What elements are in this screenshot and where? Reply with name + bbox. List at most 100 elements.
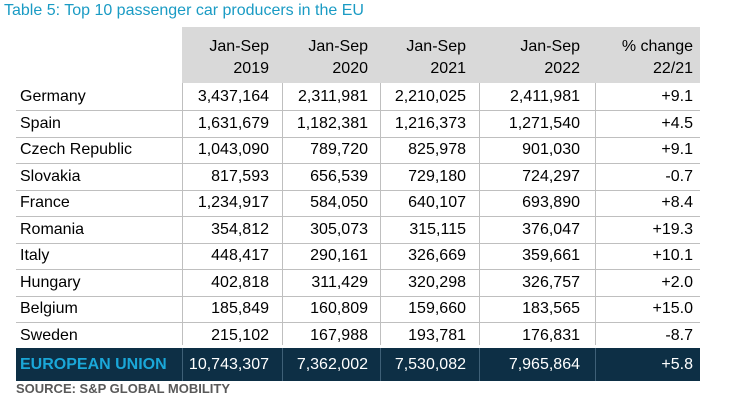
table-cell: 159,660	[408, 300, 466, 317]
country-name: Slovakia	[20, 167, 81, 185]
country-name: Belgium	[20, 300, 78, 317]
table-cell: 359,661	[522, 247, 580, 264]
table-cell: +15.0	[652, 300, 693, 317]
country-name: Spain	[20, 114, 61, 132]
table-cell: +9.1	[661, 141, 693, 158]
column-header-line2: 2021	[430, 60, 466, 77]
table-row: France 1,234,917 584,050 640,107 693,890 +8.4	[16, 190, 700, 217]
table-cell: 825,978	[408, 141, 466, 158]
total-cell: 7,362,002	[296, 356, 368, 373]
table-cell: 901,030	[522, 141, 580, 158]
column-header-line1: % change	[621, 38, 693, 55]
table-row: Spain 1,631,679 1,182,381 1,216,373 1,271,54…	[16, 111, 700, 138]
column-header: Jan-Sep 2022	[520, 36, 580, 80]
table-cell: 448,417	[211, 247, 269, 264]
table-cell: 724,297	[522, 167, 580, 185]
column-header-line1: Jan-Sep	[209, 38, 269, 55]
table-cell: 402,818	[211, 273, 269, 291]
country-name: Hungary	[20, 273, 81, 291]
column-header-line1: Jan-Sep	[308, 38, 368, 55]
column-header-line2: 2022	[544, 60, 580, 77]
country-name: Romania	[20, 220, 85, 238]
table-cell: -8.7	[665, 326, 693, 344]
table-cell: 215,102	[211, 326, 269, 344]
table-cell: +8.4	[661, 194, 693, 211]
total-cell: +5.8	[661, 356, 693, 373]
table-cell: 640,107	[408, 194, 466, 211]
table-row: Sweden 215,102 167,988 193,781 176,831 -8.7	[16, 323, 700, 350]
column-header: Jan-Sep 2021	[406, 36, 466, 80]
table-cell: 326,669	[408, 247, 466, 264]
table-cell: 1,234,917	[197, 194, 269, 211]
table-cell: +10.1	[652, 247, 693, 264]
column-header: % change 22/21	[622, 36, 693, 80]
column-divider	[380, 83, 381, 345]
table-cell: 315,115	[409, 220, 466, 238]
table-cell: 320,298	[408, 273, 466, 291]
table-cell: 183,565	[522, 300, 580, 317]
column-header-line2: 2020	[332, 60, 368, 77]
table-cell: 2,311,981	[298, 88, 368, 105]
source-note: SOURCE: S&P GLOBAL MOBILITY	[16, 381, 231, 396]
table-cell: 584,050	[310, 194, 368, 211]
column-header-line1: Jan-Sep	[406, 38, 466, 55]
table-cell: 3,437,164	[197, 88, 269, 105]
table-cell: 729,180	[408, 167, 466, 185]
column-header: Jan-Sep 2019	[209, 36, 269, 80]
table-row: Belgium 185,849 160,809 159,660 183,565 +15.0	[16, 296, 700, 323]
total-row: EUROPEAN UNION 10,743,307 7,362,002 7,530,…	[16, 348, 700, 381]
table-cell: 693,890	[522, 194, 580, 211]
table-row: Germany 3,437,164 2,311,981 2,210,025 2,411,…	[16, 84, 700, 111]
table-cell: 1,216,373	[394, 114, 466, 132]
country-name: Germany	[20, 88, 86, 105]
table-cell: -0.7	[665, 167, 693, 185]
total-label: EUROPEAN UNION	[20, 356, 167, 373]
column-header-line2: 22/21	[652, 60, 693, 77]
table-cell: +19.3	[652, 220, 693, 238]
table-cell: +4.5	[661, 114, 693, 132]
table-cell: 1,043,090	[197, 141, 269, 158]
table-cell: 354,812	[211, 220, 269, 238]
country-name: Italy	[20, 247, 50, 264]
table-cell: 2,210,025	[394, 88, 466, 105]
table-cell: +9.1	[661, 88, 693, 105]
table-row: Romania 354,812 305,073 315,115 376,047 +19.3	[16, 217, 700, 244]
table-cell: 2,411,981	[510, 88, 580, 105]
table-cell: 326,757	[522, 273, 580, 291]
table-cell: 290,161	[310, 247, 368, 264]
table-cell: 1,631,679	[197, 114, 269, 132]
total-cell: 7,965,864	[508, 356, 580, 373]
column-header-line1: Jan-Sep	[520, 38, 580, 55]
total-cell: 7,530,082	[394, 356, 466, 373]
table-cell: 311,429	[311, 273, 368, 291]
table-cell: 167,988	[310, 326, 368, 344]
column-divider	[479, 83, 480, 345]
table-cell: 160,809	[310, 300, 368, 317]
total-cell: 10,743,307	[188, 356, 269, 373]
table-cell: 1,271,540	[508, 114, 580, 132]
table-cell: 656,539	[310, 167, 368, 185]
column-header: Jan-Sep 2020	[308, 36, 368, 80]
table-cell: 193,781	[408, 326, 466, 344]
country-name: Czech Republic	[20, 141, 133, 158]
column-divider	[595, 83, 596, 345]
table-cell: 789,720	[310, 141, 368, 158]
column-divider	[182, 83, 183, 345]
table-cell: +2.0	[661, 273, 693, 291]
country-name: France	[20, 194, 70, 211]
table-cell: 376,047	[522, 220, 580, 238]
table-cell: 1,182,381	[296, 114, 368, 132]
table-cell: 185,849	[211, 300, 269, 317]
table-header	[182, 27, 700, 83]
table-title: Table 5: Top 10 passenger car producers …	[4, 2, 364, 19]
column-divider	[282, 83, 283, 345]
table-cell: 305,073	[310, 220, 368, 238]
table-row: Hungary 402,818 311,429 320,298 326,757 +2.0	[16, 270, 700, 297]
table-row: Slovakia 817,593 656,539 729,180 724,297 -0.7	[16, 164, 700, 191]
table-cell: 817,593	[211, 167, 269, 185]
table-row: Italy 448,417 290,161 326,669 359,661 +10.1	[16, 243, 700, 270]
table-row: Czech Republic 1,043,090 789,720 825,978 901…	[16, 137, 700, 164]
country-name: Sweden	[20, 326, 78, 344]
column-header-line2: 2019	[233, 60, 269, 77]
table-cell: 176,831	[522, 326, 580, 344]
